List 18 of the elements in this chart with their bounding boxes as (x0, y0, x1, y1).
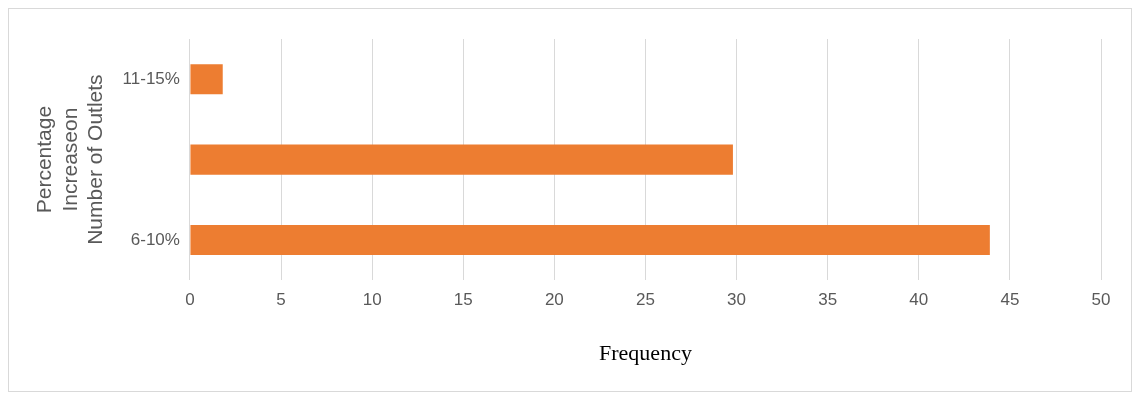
x-tick-label: 40 (909, 290, 929, 310)
x-tick-label: 35 (818, 290, 838, 310)
x-tick-label: 25 (636, 290, 655, 310)
y-tick-label: 11-15% (122, 68, 180, 88)
bar (190, 224, 990, 256)
x-axis-title: Frequency (599, 339, 692, 365)
x-tick-label: 30 (727, 290, 747, 310)
x-tick-label: 50 (1091, 290, 1111, 310)
x-tick-label: 5 (276, 290, 286, 310)
x-tick-label: 15 (453, 290, 473, 310)
x-tick-label: 10 (362, 290, 382, 310)
y-tick-label: 6-10% (130, 229, 180, 249)
x-tick-label: 45 (1000, 290, 1020, 310)
y-axis-title: Percentage Increaseon Number of Outlets (32, 74, 106, 245)
x-tick-label: 20 (544, 290, 564, 310)
bar (190, 64, 223, 95)
x-tick-label: 0 (185, 290, 195, 310)
bar (190, 144, 733, 175)
